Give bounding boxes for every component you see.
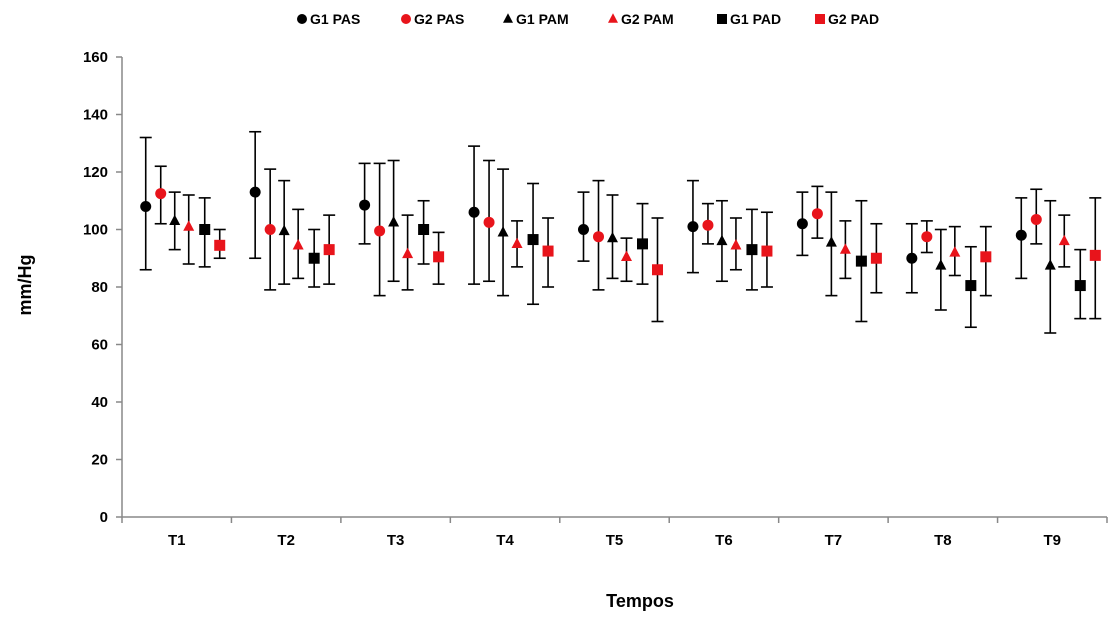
y-axis-title: mm/Hg bbox=[15, 254, 35, 315]
legend-label: G2 PAS bbox=[414, 11, 464, 27]
data-point bbox=[730, 239, 742, 250]
legend: G1 PAS G2 PAS G1 PAM G2 PAM G1 PAD G2 PAD bbox=[297, 11, 879, 27]
data-point bbox=[264, 224, 276, 235]
data-point bbox=[855, 255, 867, 267]
y-tick-label: 120 bbox=[83, 164, 108, 181]
data-point bbox=[921, 231, 933, 243]
y-tick-label: 100 bbox=[83, 222, 108, 239]
x-tick-label: T9 bbox=[1044, 532, 1062, 549]
x-tick-label: T7 bbox=[825, 532, 843, 549]
legend-marker bbox=[717, 14, 727, 24]
legend-label: G1 PAM bbox=[516, 11, 569, 27]
legend-label: G2 PAM bbox=[621, 11, 674, 27]
legend-marker bbox=[608, 13, 618, 23]
data-point bbox=[716, 234, 728, 246]
data-point bbox=[1074, 280, 1086, 292]
x-tick-label: T2 bbox=[277, 532, 295, 549]
series-g2-pam bbox=[182, 194, 1071, 291]
data-point bbox=[746, 244, 758, 256]
x-tick-label: T3 bbox=[387, 532, 405, 549]
data-point bbox=[621, 250, 632, 261]
data-point bbox=[140, 201, 152, 212]
data-point bbox=[1058, 234, 1070, 246]
legend-marker bbox=[297, 14, 307, 24]
data-point bbox=[418, 224, 430, 235]
data-point bbox=[870, 252, 882, 264]
y-tick-label: 140 bbox=[83, 107, 108, 124]
data-point bbox=[935, 259, 947, 270]
data-point bbox=[292, 239, 304, 250]
legend-marker bbox=[815, 14, 825, 24]
x-tick-label: T8 bbox=[934, 532, 952, 549]
data-point bbox=[249, 186, 261, 198]
data-point bbox=[796, 218, 808, 230]
x-tick-label: T1 bbox=[168, 532, 186, 549]
data-point bbox=[906, 252, 918, 264]
data-point bbox=[578, 224, 589, 235]
x-tick-label: T6 bbox=[715, 532, 733, 549]
data-point bbox=[214, 239, 226, 251]
data-point bbox=[652, 264, 663, 276]
data-point bbox=[542, 245, 554, 257]
data-point bbox=[965, 280, 977, 292]
data-point bbox=[1015, 229, 1027, 241]
x-axis-title: Tempos bbox=[606, 591, 674, 611]
x-ticks: T1 T2 T3 T4 T5 T6 T7 T8 T9 bbox=[121, 517, 1108, 549]
data-point bbox=[278, 224, 290, 236]
data-point bbox=[402, 247, 414, 259]
y-tick-label: 0 bbox=[100, 509, 108, 526]
data-point bbox=[949, 246, 961, 257]
y-tick-label: 40 bbox=[91, 394, 108, 411]
data-point bbox=[825, 236, 837, 247]
data-point bbox=[637, 238, 648, 250]
data-point bbox=[359, 199, 371, 211]
data-point bbox=[199, 224, 211, 235]
data-point bbox=[527, 234, 539, 246]
data-point bbox=[388, 216, 400, 227]
data-point bbox=[1044, 259, 1056, 270]
y-tick-label: 60 bbox=[91, 337, 108, 354]
y-ticks: 0 20 40 60 80 100 120 140 160 bbox=[83, 49, 122, 526]
data-point bbox=[761, 245, 773, 257]
data-point bbox=[593, 231, 604, 243]
legend-marker bbox=[401, 14, 411, 24]
data-point bbox=[702, 219, 714, 231]
data-point bbox=[323, 244, 335, 256]
series-g1-pad bbox=[198, 182, 1087, 329]
x-tick-label: T5 bbox=[606, 532, 624, 549]
data-point bbox=[468, 206, 480, 218]
data-point bbox=[308, 252, 320, 264]
data-point bbox=[1030, 213, 1042, 225]
series-g2-pas bbox=[154, 159, 1043, 297]
data-point bbox=[1089, 249, 1101, 261]
data-point bbox=[980, 251, 992, 263]
series-g1-pas bbox=[139, 130, 1028, 294]
y-tick-label: 20 bbox=[91, 452, 108, 469]
data-point bbox=[374, 225, 386, 237]
y-tick-label: 80 bbox=[91, 279, 108, 296]
legend-label: G1 PAD bbox=[730, 11, 781, 27]
data-point bbox=[497, 226, 509, 237]
data-point bbox=[183, 220, 195, 231]
plot-area bbox=[139, 130, 1102, 334]
series-g2-pad bbox=[213, 197, 1102, 323]
data-point bbox=[169, 214, 181, 226]
legend-label: G1 PAS bbox=[310, 11, 360, 27]
data-point bbox=[811, 208, 823, 220]
data-point bbox=[511, 237, 523, 249]
data-point bbox=[687, 221, 699, 233]
data-point bbox=[155, 188, 167, 200]
series-g1-pam bbox=[168, 159, 1057, 334]
data-point bbox=[839, 243, 851, 254]
y-tick-label: 160 bbox=[83, 49, 108, 66]
legend-marker bbox=[503, 13, 513, 23]
data-point bbox=[433, 251, 445, 263]
data-point bbox=[483, 216, 495, 228]
data-point bbox=[607, 231, 618, 243]
legend-label: G2 PAD bbox=[828, 11, 879, 27]
x-tick-label: T4 bbox=[496, 532, 514, 549]
